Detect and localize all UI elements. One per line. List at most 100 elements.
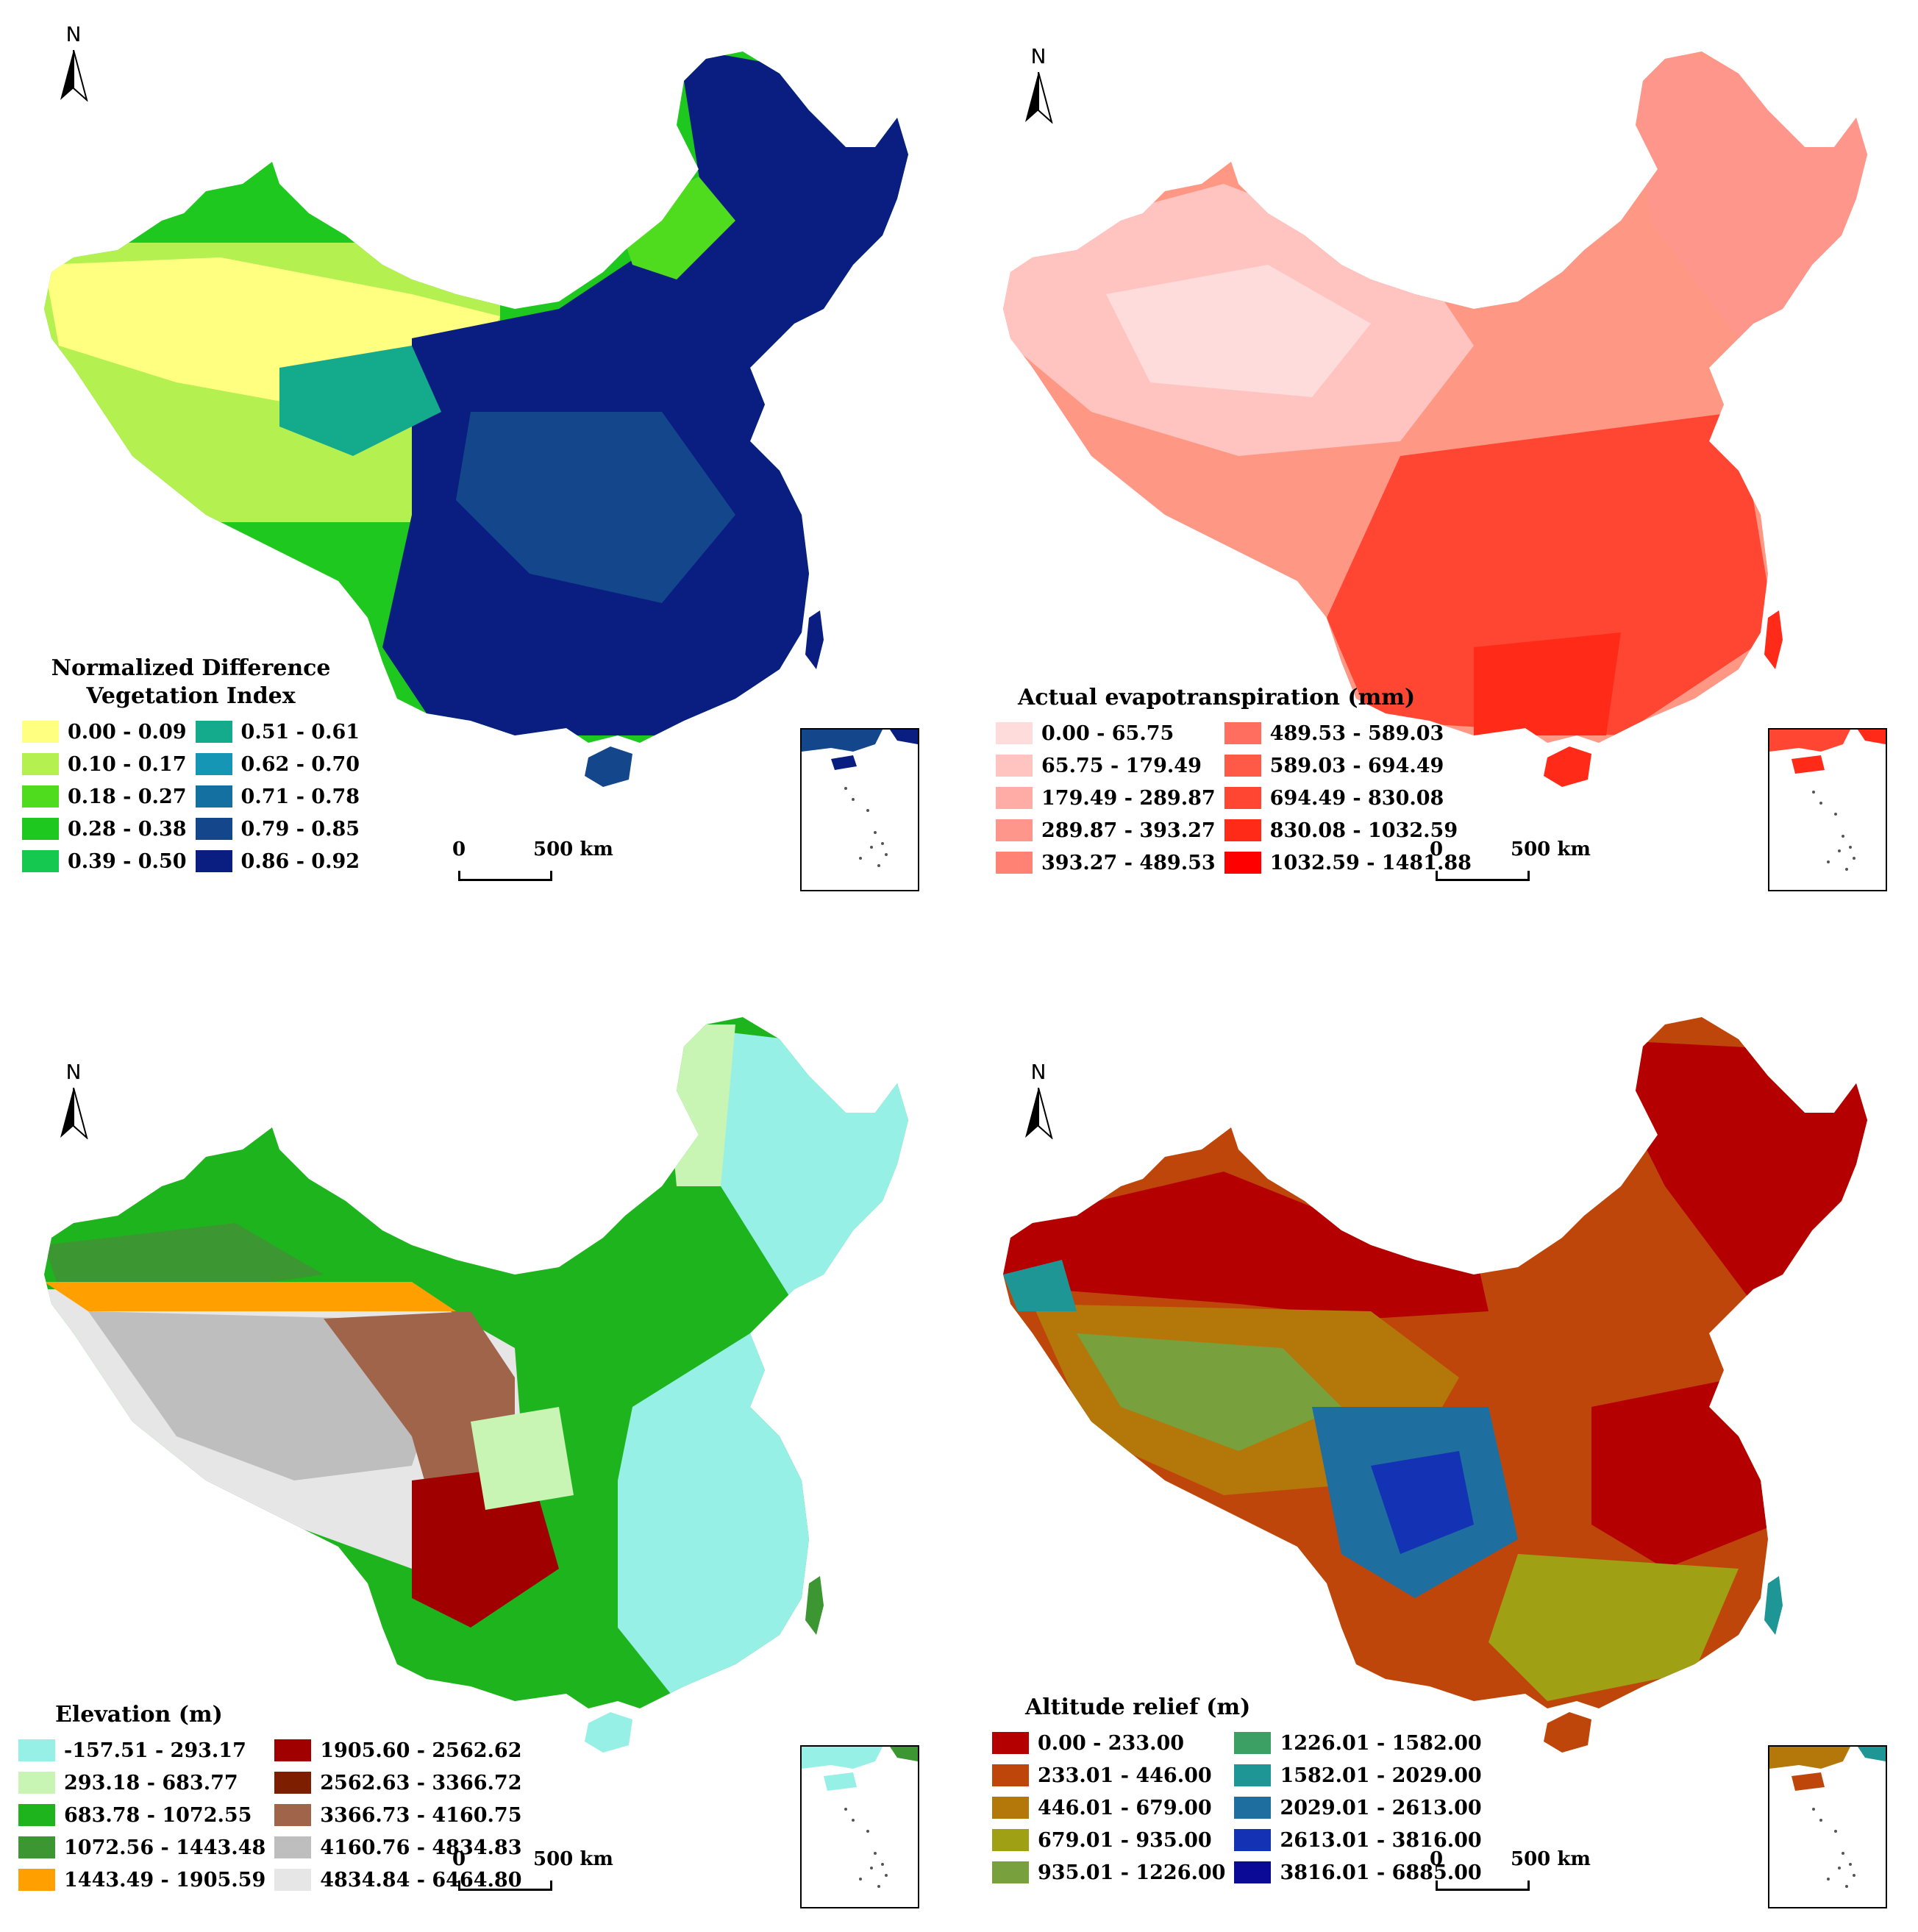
inset-map [802, 730, 918, 867]
elevation-map [44, 1017, 908, 1753]
relief-legend-item: 935.01 - 1226.00 [992, 1858, 1225, 1886]
legend-label: 3816.01 - 6885.00 [1280, 1861, 1482, 1884]
legend-label: 0.79 - 0.85 [240, 817, 360, 841]
relief-legend-items: 0.00 - 233.00 233.01 - 446.00 446.01 - 6… [992, 1729, 1482, 1886]
legend-label: 589.03 - 694.49 [1269, 754, 1444, 777]
relief-legend-item: 679.01 - 935.00 [992, 1826, 1225, 1854]
scale-bar: 0 500 km [1430, 1848, 1621, 1900]
legend-label: 2029.01 - 2613.00 [1280, 1796, 1482, 1819]
ndvi-legend-item: 0.39 - 0.50 [22, 847, 187, 875]
north-arrow-icon [1025, 72, 1053, 124]
scale-zero: 0 [1430, 1848, 1444, 1870]
ndvi-legend-item: 0.18 - 0.27 [22, 783, 187, 810]
legend-swatch [1224, 819, 1261, 841]
legend-swatch [195, 818, 232, 840]
elevation-legend-item: 1072.56 - 1443.48 [18, 1833, 265, 1861]
legend-swatch [1224, 755, 1261, 777]
legend-label: 1072.56 - 1443.48 [64, 1836, 266, 1859]
legend-swatch [274, 1772, 312, 1794]
scale-end: 500 km [1511, 1848, 1591, 1870]
north-arrow: N [1016, 1060, 1060, 1141]
north-label: N [1030, 44, 1047, 68]
aet-legend-item: 589.03 - 694.49 [1224, 752, 1472, 780]
scale-bar-line [1436, 1881, 1530, 1891]
ndvi-map [44, 51, 908, 787]
relief-legend-item: 0.00 - 233.00 [992, 1729, 1225, 1757]
legend-label: 393.27 - 489.53 [1041, 851, 1216, 874]
legend-swatch [195, 721, 232, 743]
scale-bar-line [1436, 871, 1530, 881]
north-arrow-icon [1025, 1088, 1053, 1139]
scale-bar-line [458, 871, 552, 881]
south-china-sea-inset [1768, 728, 1887, 891]
ndvi-legend-title: Normalized Difference Vegetation Index [22, 655, 360, 710]
legend-swatch [18, 1739, 55, 1761]
legend-label: 0.00 - 0.09 [68, 720, 187, 744]
inset-map [1769, 1747, 1886, 1888]
legend-swatch [992, 1829, 1029, 1851]
legend-swatch [1234, 1797, 1272, 1819]
scale-bar: 0 500 km [452, 838, 644, 890]
legend-swatch [992, 1732, 1029, 1754]
north-arrow: N [51, 22, 96, 103]
north-label: N [65, 22, 82, 46]
legend-label: 1226.01 - 1582.00 [1280, 1731, 1482, 1755]
relief-legend-item: 3816.01 - 6885.00 [1234, 1858, 1482, 1886]
legend-label: 1582.01 - 2029.00 [1280, 1764, 1482, 1787]
relief-legend-item: 2613.01 - 3816.00 [1234, 1826, 1482, 1854]
legend-swatch [18, 1869, 55, 1891]
legend-swatch [274, 1869, 312, 1891]
legend-swatch [992, 1764, 1029, 1786]
relief-map [1003, 1017, 1867, 1753]
elevation-legend-item: 1905.60 - 2562.62 [274, 1736, 522, 1764]
ndvi-legend-item: 0.86 - 0.92 [195, 847, 360, 875]
relief-legend-item: 1226.01 - 1582.00 [1234, 1729, 1482, 1757]
legend-swatch [996, 819, 1033, 841]
legend-label: 2562.63 - 3366.72 [320, 1771, 522, 1794]
ndvi-panel: N Normalized Difference Vegetation Index… [0, 0, 959, 966]
legend-label: 679.01 - 935.00 [1038, 1828, 1212, 1852]
legend-label: 0.86 - 0.92 [240, 849, 360, 873]
legend-label: 0.39 - 0.50 [68, 849, 187, 873]
inset-map [802, 1747, 918, 1888]
relief-legend: Altitude relief (m) 0.00 - 233.00 233.01… [992, 1694, 1482, 1886]
scale-bar-line [458, 1881, 552, 1891]
legend-swatch [1234, 1861, 1272, 1883]
legend-swatch [22, 721, 59, 743]
legend-label: 0.10 - 0.17 [68, 752, 187, 776]
elevation-legend-item: 2562.63 - 3366.72 [274, 1769, 522, 1797]
north-arrow-icon [60, 1088, 88, 1139]
scale-end: 500 km [1511, 838, 1591, 860]
legend-label: 0.00 - 233.00 [1038, 1731, 1185, 1755]
ndvi-title-line2: Vegetation Index [86, 683, 296, 709]
aet-map [1003, 51, 1867, 787]
legend-label: 694.49 - 830.08 [1269, 786, 1444, 810]
legend-swatch [1224, 722, 1261, 744]
legend-swatch [996, 787, 1033, 809]
ndvi-legend: Normalized Difference Vegetation Index 0… [22, 655, 360, 875]
scale-end: 500 km [533, 838, 613, 860]
legend-swatch [18, 1772, 55, 1794]
legend-swatch [1234, 1732, 1272, 1754]
ndvi-legend-item: 0.51 - 0.61 [195, 718, 360, 746]
scale-zero: 0 [1430, 838, 1444, 860]
elevation-legend-title: Elevation (m) [55, 1702, 223, 1728]
legend-label: 233.01 - 446.00 [1038, 1764, 1212, 1787]
legend-label: 0.28 - 0.38 [68, 817, 187, 841]
legend-swatch [195, 785, 232, 808]
elevation-legend-item: 293.18 - 683.77 [18, 1769, 265, 1797]
legend-label: 3366.73 - 4160.75 [320, 1803, 522, 1827]
legend-swatch [195, 850, 232, 872]
legend-label: 0.62 - 0.70 [240, 752, 360, 776]
aet-legend-item: 0.00 - 65.75 [996, 719, 1216, 747]
aet-legend-item: 289.87 - 393.27 [996, 816, 1216, 844]
legend-label: 0.00 - 65.75 [1041, 721, 1174, 745]
scale-end: 500 km [533, 1848, 613, 1870]
elevation-legend-items: -157.51 - 293.17 293.18 - 683.77 683.78 … [18, 1736, 522, 1894]
legend-swatch [274, 1804, 312, 1826]
aet-legend: Actual evapotranspiration (mm) 0.00 - 65… [996, 684, 1472, 877]
ndvi-legend-item: 0.00 - 0.09 [22, 718, 187, 746]
legend-label: 293.18 - 683.77 [64, 1771, 238, 1794]
ndvi-legend-item: 0.79 - 0.85 [195, 815, 360, 843]
legend-swatch [996, 852, 1033, 874]
